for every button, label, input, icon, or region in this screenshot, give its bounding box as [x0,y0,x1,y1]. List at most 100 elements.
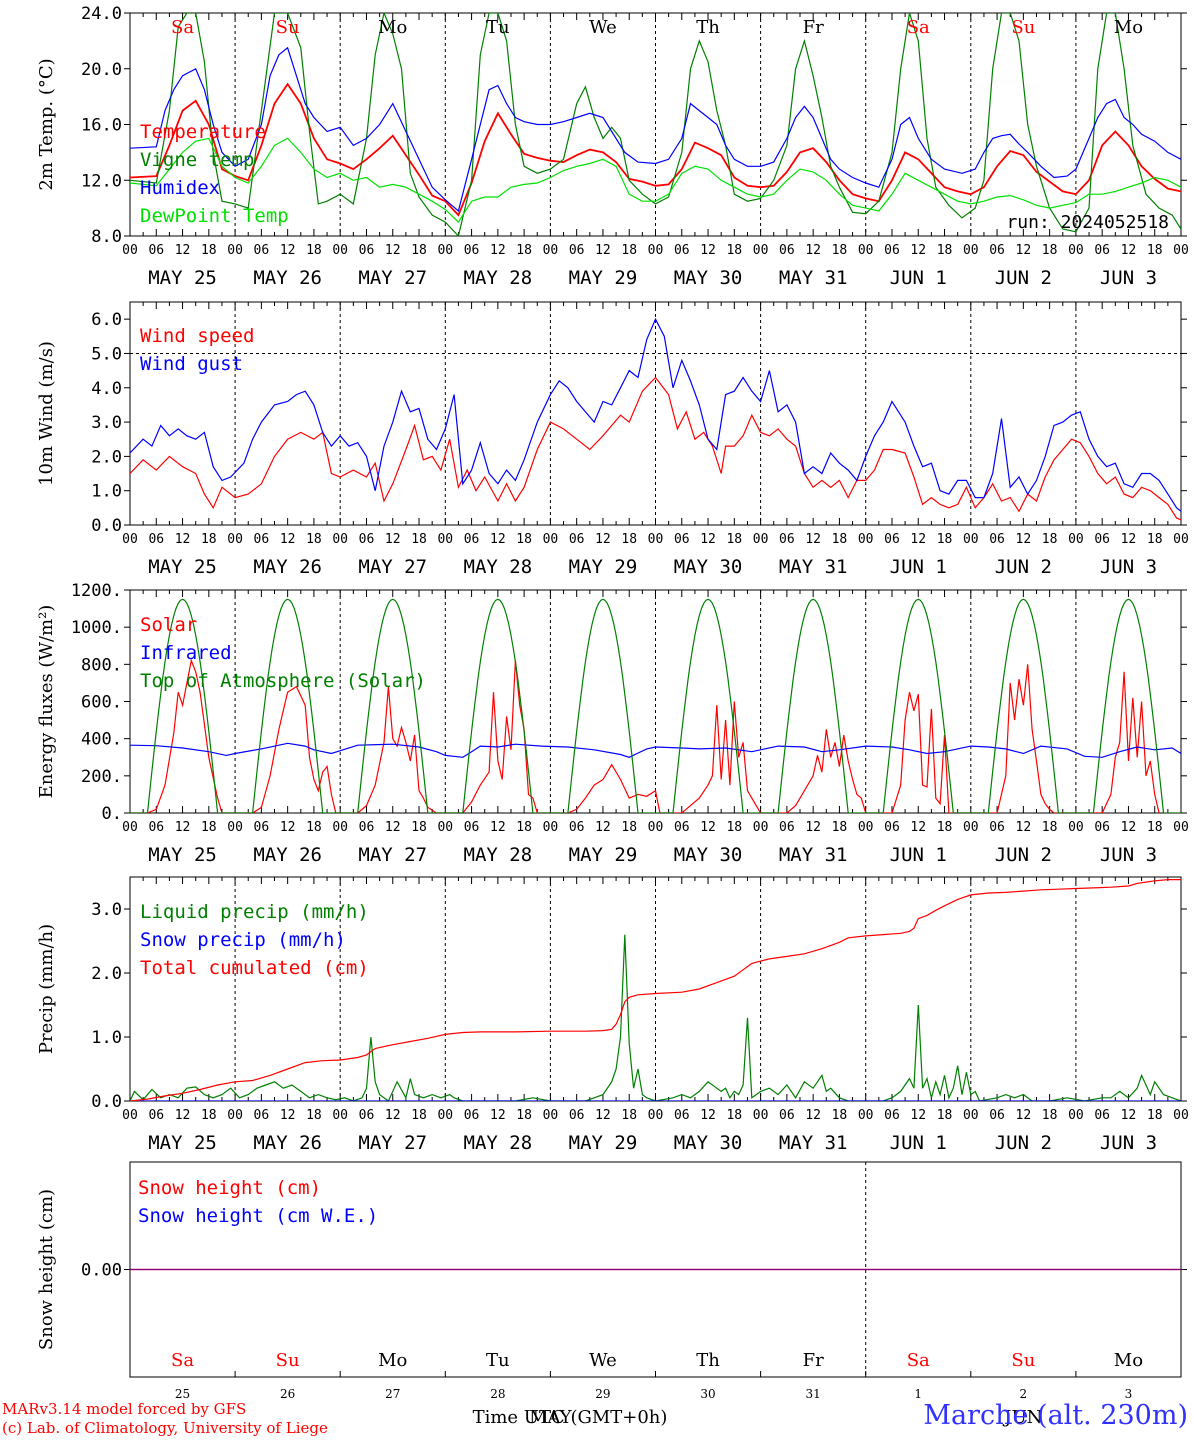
day-name-top: Fr [803,17,824,38]
y-tick-label: 4.0 [91,379,122,399]
panel-3: 0. 200. 400. 600. 800. 1000. 1200. Energy fluxe… [36,581,1189,866]
hour-label: 12 [385,820,401,835]
hour-label: 18 [516,820,532,835]
date-label: MAY 27 [358,844,427,866]
hour-label: 06 [989,243,1005,258]
hour-label: 12 [490,532,506,547]
x-axis-title: Time UTC (GMT+0h) [473,1407,668,1428]
hour-label: 06 [254,243,270,258]
series-group [130,317,1181,521]
hour-label: 06 [464,243,480,258]
hour-label: 18 [726,1108,742,1123]
day-name-bottom: Th [696,1350,720,1371]
series-group [130,879,1181,1101]
hour-label: 00 [543,243,559,258]
hour-label: 00 [543,820,559,835]
date-label: MAY 25 [148,556,217,578]
hour-label: 00 [963,243,979,258]
date-label: JUN 2 [995,1132,1052,1154]
hour-label: 12 [700,532,716,547]
y-axis-label: 10m Wind (m/s) [36,341,57,486]
hour-label: 06 [989,1108,1005,1123]
hour-label: 00 [648,820,664,835]
hour-label: 18 [832,820,848,835]
series-group [130,13,1181,236]
hour-label: 18 [1042,1108,1058,1123]
panel-4: 0.0 1.0 2.0 3.0 Precip (mm/h) Liquid precip (… [36,876,1189,1154]
legend-liquid-precip-mm-h-: Liquid precip (mm/h) [140,901,369,923]
y-tick-label: 0.00 [81,1261,122,1281]
date-label: MAY 27 [358,267,427,289]
day-number: 27 [385,1387,400,1401]
hour-label: 12 [910,243,926,258]
hour-label: 00 [227,532,243,547]
date-label: MAY 27 [358,556,427,578]
day-number: 29 [595,1387,610,1401]
y-tick-label: 20.0 [81,60,122,80]
hour-label: 00 [858,243,874,258]
hour-label: 06 [1094,532,1110,547]
day-number: 30 [700,1387,715,1401]
hour-label: 18 [937,243,953,258]
hour-label: 06 [464,820,480,835]
hour-label: 00 [753,243,769,258]
legend-dewpoint-temp: DewPoint Temp [140,205,289,227]
hour-label: 18 [411,243,427,258]
hour-label: 00 [1173,243,1189,258]
hour-label: 18 [1042,532,1058,547]
hour-label: 00 [1173,1108,1189,1123]
hour-label: 12 [490,243,506,258]
day-name-bottom: Sa [907,1350,930,1371]
hour-label: 18 [621,820,637,835]
hour-label: 06 [884,532,900,547]
day-number: 3 [1125,1387,1133,1401]
date-label: MAY 25 [148,844,217,866]
hour-label: 12 [385,532,401,547]
hour-label: 18 [201,532,217,547]
hour-label: 12 [280,1108,296,1123]
hour-label: 06 [674,243,690,258]
series-line-top-of-atmosphere-solar- [130,598,1181,813]
hour-label: 00 [437,243,453,258]
legend-humidex: Humidex [140,177,220,199]
series-line-temperature [130,82,1181,217]
hour-label: 00 [753,532,769,547]
legend-snow-height-cm-w-e-: Snow height (cm W.E.) [138,1205,378,1227]
y-tick-label: 5.0 [91,344,122,364]
lab-credit: (c) Lab. of Climatology, University of L… [2,1419,328,1437]
date-label: MAY 28 [464,267,533,289]
hour-label: 12 [1016,1108,1032,1123]
date-label: MAY 29 [569,267,638,289]
day-name-top: Mo [378,17,407,38]
hour-label: 06 [569,1108,585,1123]
series-line-total-cumulated-cm- [130,879,1181,1101]
date-label: MAY 29 [569,556,638,578]
station-label: Marche (alt. 230m) [923,1400,1188,1431]
hour-label: 00 [122,820,138,835]
day-name-bottom: We [589,1350,617,1371]
hour-label: 06 [884,1108,900,1123]
hour-label: 18 [726,532,742,547]
series-line-dewpoint-temp [130,137,1181,224]
series-line-liquid-precip-mm-h- [130,934,1181,1101]
legend-top-of-atmosphere-solar-: Top of Atmosphere (Solar) [140,670,426,692]
hour-label: 12 [385,243,401,258]
day-number: 25 [175,1387,190,1401]
date-label: JUN 2 [995,844,1052,866]
hour-label: 00 [1173,820,1189,835]
hour-label: 00 [543,532,559,547]
hour-label: 06 [254,1108,270,1123]
model-credit: MARv3.14 model forced by GFS [2,1400,247,1418]
hour-label: 18 [832,532,848,547]
date-label: JUN 3 [1100,844,1157,866]
date-label: MAY 31 [779,267,848,289]
day-number: 28 [490,1387,505,1401]
series-group [130,598,1181,813]
hour-label: 18 [1147,243,1163,258]
day-name-bottom: Fr [803,1350,824,1371]
legend-wind-speed: Wind speed [140,325,254,347]
y-axis-label: 2m Temp. (°C) [36,58,57,190]
hour-label: 18 [1147,532,1163,547]
hour-label: 06 [359,820,375,835]
y-tick-label: 1.0 [91,482,122,502]
